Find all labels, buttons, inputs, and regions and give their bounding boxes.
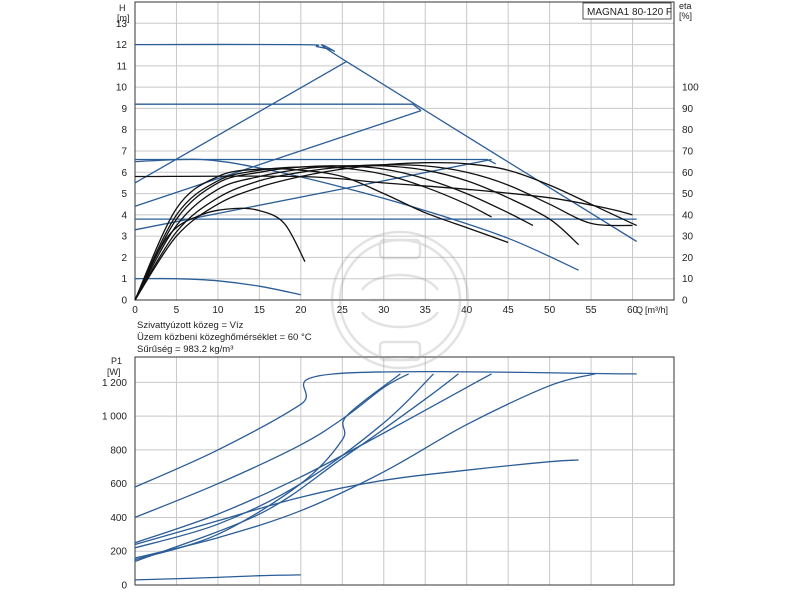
head-curve <box>134 158 579 271</box>
x-tick-label: 20 <box>295 305 307 316</box>
power-curve <box>134 373 492 544</box>
power-tick-label: 800 <box>110 445 127 456</box>
head-tick-label: 6 <box>121 168 127 179</box>
power-curve <box>134 373 409 519</box>
power-tick-label: 400 <box>110 513 127 524</box>
power-curve <box>134 373 434 549</box>
power-axis-label: P1 <box>111 356 122 366</box>
x-tick-label: 40 <box>461 305 473 316</box>
power-grid <box>134 357 674 585</box>
head-tick-label: 1 <box>121 274 127 285</box>
eta-tick-label: 60 <box>682 168 694 179</box>
head-grid <box>134 2 674 300</box>
x-tick-label: 5 <box>174 305 180 316</box>
eta-tick-label: 10 <box>682 274 694 285</box>
head-curve <box>135 103 422 112</box>
fluid-info-line: Üzem közbeni közeghőmérséklet = 60 °C <box>137 332 312 343</box>
power-curve <box>134 373 401 561</box>
eta-tick-label: 50 <box>682 189 694 200</box>
efficiency-curve <box>134 167 509 301</box>
head-curve <box>134 277 301 296</box>
power-tick-label: 1 000 <box>102 412 127 423</box>
power-tick-label: 600 <box>110 479 127 490</box>
head-curve <box>135 158 496 165</box>
head-curve <box>134 43 638 243</box>
head-tick-label: 13 <box>116 19 128 30</box>
eta-tick-label: 90 <box>682 104 694 115</box>
watermark-logo <box>330 230 470 370</box>
head-axis-label: H <box>119 3 126 13</box>
efficiency-curve <box>134 166 492 301</box>
power-curve <box>134 370 637 488</box>
x-tick-label: 45 <box>503 305 515 316</box>
eta-tick-label: 0 <box>682 296 688 307</box>
power-tick-label: 1 200 <box>102 378 127 389</box>
head-tick-label: 2 <box>121 253 127 264</box>
eta-axis-unit: [%] <box>679 11 692 21</box>
head-tick-label: 4 <box>121 210 127 221</box>
title-box <box>582 2 672 20</box>
flow-axis-label: Q <box>636 305 643 315</box>
head-curve <box>134 61 347 184</box>
x-tick-label: 30 <box>378 305 390 316</box>
head-tick-label: 0 <box>121 296 127 307</box>
chart-title: MAGNA1 80-120 F <box>587 7 672 18</box>
x-tick-label: 15 <box>254 305 266 316</box>
fluid-info-line: Sűrűség = 983.2 kg/m³ <box>137 344 233 355</box>
fluid-info-line: Szivattyúzott közeg = Víz <box>137 320 244 331</box>
power-axis-unit: [W] <box>107 367 121 377</box>
x-tick-label: 10 <box>212 305 224 316</box>
head-tick-label: 12 <box>116 40 128 51</box>
head-tick-label: 5 <box>121 189 127 200</box>
eta-axis-label: eta <box>679 1 692 11</box>
head-tick-label: 10 <box>116 83 128 94</box>
eta-tick-label: 80 <box>682 125 694 136</box>
eta-tick-label: 40 <box>682 210 694 221</box>
head-curve <box>134 109 422 207</box>
head-tick-label: 3 <box>121 232 127 243</box>
x-tick-label: 60 <box>627 305 639 316</box>
head-tick-label: 9 <box>121 104 127 115</box>
power-tick-label: 0 <box>121 581 127 592</box>
curves <box>134 43 638 581</box>
x-tick-label: 55 <box>586 305 598 316</box>
eta-tick-label: 20 <box>682 253 694 264</box>
axis-ticks: 0 5 10 15 20 25 30 35 40 45 50 55 600123456789101112… <box>102 19 699 592</box>
efficiency-curve <box>134 165 534 301</box>
eta-tick-label: 30 <box>682 232 694 243</box>
x-tick-label: 25 <box>337 305 349 316</box>
efficiency-curve <box>134 175 633 216</box>
head-axis-unit: [m] <box>117 13 130 23</box>
power-curve <box>134 373 596 559</box>
head-tick-label: 11 <box>117 61 128 72</box>
power-curve <box>134 459 579 546</box>
power-chart-frame <box>134 356 675 586</box>
head-tick-label: 8 <box>121 125 127 136</box>
flow-axis-unit: [m³/h] <box>645 305 668 315</box>
x-tick-label: 35 <box>420 305 432 316</box>
efficiency-curve <box>134 207 306 301</box>
efficiency-curve <box>134 164 580 301</box>
power-curve <box>134 373 459 563</box>
head-chart-frame <box>134 1 675 301</box>
power-tick-label: 200 <box>110 547 127 558</box>
efficiency-curve <box>134 164 633 301</box>
power-curve <box>134 574 301 581</box>
head-tick-label: 7 <box>121 147 127 158</box>
x-tick-label: 50 <box>544 305 556 316</box>
eta-tick-label: 70 <box>682 147 694 158</box>
eta-tick-label: 100 <box>682 83 699 94</box>
x-tick-label: 0 <box>132 305 138 316</box>
